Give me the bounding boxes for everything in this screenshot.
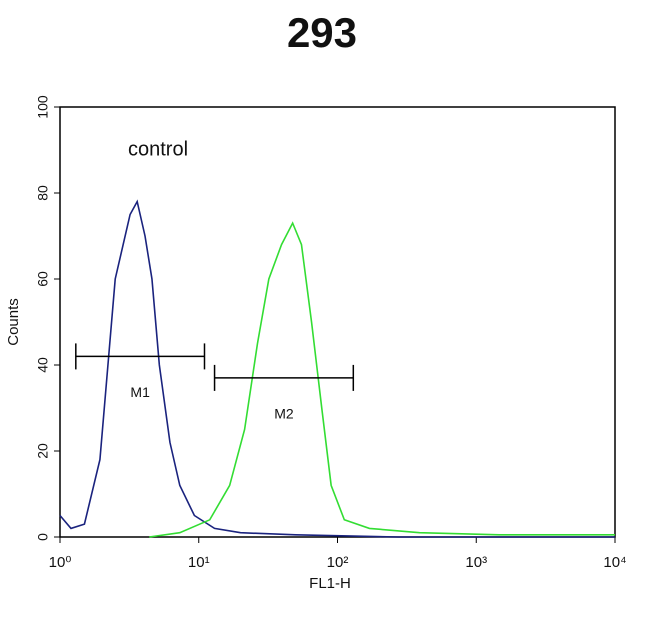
- x-tick-label: 10⁴: [603, 554, 626, 571]
- gate-label: M1: [130, 384, 150, 400]
- series-line: [59, 199, 615, 538]
- y-tick-label: 60: [35, 271, 51, 287]
- x-tick-label: 10⁰: [49, 554, 72, 571]
- y-tick-label: 0: [35, 533, 51, 541]
- y-tick-label: 80: [35, 185, 51, 201]
- plot-frame: [59, 106, 616, 538]
- y-tick-label: 20: [35, 443, 51, 459]
- x-tick-label: 10³: [465, 554, 487, 571]
- x-tick-label: 10¹: [188, 554, 210, 571]
- y-axis-label: Counts: [5, 298, 22, 346]
- series-line: [149, 221, 615, 538]
- y-tick-label: 100: [35, 95, 51, 119]
- x-tick-label: 10²: [327, 554, 349, 571]
- gate-label: M2: [274, 406, 294, 422]
- x-axis-label: FL1-H: [309, 575, 351, 592]
- chart-title: 293: [287, 9, 357, 56]
- annotation: control: [128, 138, 188, 160]
- y-tick-label: 40: [35, 357, 51, 373]
